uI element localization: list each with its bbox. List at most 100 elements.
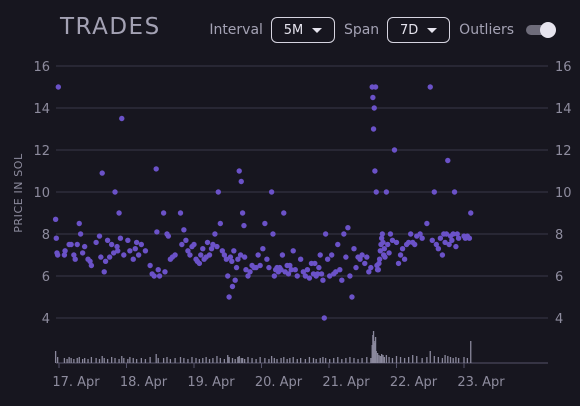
data-point bbox=[401, 256, 408, 262]
chart-title: TRADES bbox=[60, 14, 161, 40]
span-label: Span bbox=[343, 22, 380, 38]
data-point bbox=[339, 277, 345, 283]
data-point bbox=[153, 166, 159, 172]
data-point bbox=[387, 231, 394, 237]
data-point bbox=[383, 189, 390, 195]
data-point bbox=[62, 248, 68, 254]
data-point bbox=[114, 243, 120, 250]
data-point bbox=[210, 241, 216, 248]
data-point bbox=[453, 243, 459, 250]
data-point bbox=[181, 227, 187, 233]
data-point bbox=[260, 246, 266, 252]
data-point bbox=[71, 252, 77, 258]
y-tick-label-right: 6 bbox=[555, 270, 563, 285]
data-point bbox=[370, 94, 376, 101]
data-point bbox=[198, 252, 204, 258]
data-point bbox=[359, 252, 365, 258]
data-point bbox=[386, 250, 392, 256]
x-tick-label: 19. Apr bbox=[187, 375, 235, 390]
data-point bbox=[353, 264, 359, 271]
data-point bbox=[217, 220, 224, 227]
data-point bbox=[364, 254, 370, 260]
data-point bbox=[226, 294, 232, 300]
x-tick-label: 23. Apr bbox=[457, 375, 505, 390]
data-point bbox=[53, 235, 59, 241]
span-dropdown[interactable]: 7D bbox=[387, 17, 451, 43]
data-point bbox=[253, 264, 259, 271]
y-tick-label-left: 8 bbox=[42, 228, 50, 243]
data-point bbox=[147, 262, 153, 269]
interval-dropdown[interactable]: 5M bbox=[270, 17, 335, 43]
data-point bbox=[316, 264, 322, 271]
data-point bbox=[393, 239, 400, 246]
data-point bbox=[138, 241, 145, 248]
data-point bbox=[281, 210, 287, 216]
y-axis-label: PRICE IN SOL bbox=[12, 153, 25, 233]
data-point bbox=[468, 210, 474, 216]
data-point bbox=[165, 233, 172, 239]
data-point bbox=[302, 273, 309, 279]
data-point bbox=[337, 267, 343, 273]
interval-value: 5M bbox=[283, 22, 304, 38]
data-point bbox=[88, 262, 95, 269]
x-tick-label: 18. Apr bbox=[120, 375, 168, 390]
data-point bbox=[287, 262, 293, 269]
data-point bbox=[200, 246, 206, 252]
data-point bbox=[87, 258, 93, 264]
data-point bbox=[155, 267, 161, 273]
data-point bbox=[245, 273, 251, 279]
data-point bbox=[79, 250, 86, 256]
x-tick-label: 20. Apr bbox=[255, 375, 303, 390]
y-tick-label-right: 16 bbox=[555, 60, 572, 75]
data-point bbox=[343, 254, 349, 260]
chevron-down-icon bbox=[312, 27, 323, 33]
data-point bbox=[294, 273, 300, 279]
data-point bbox=[433, 241, 440, 248]
data-point bbox=[371, 105, 377, 111]
data-point bbox=[345, 225, 351, 231]
data-point bbox=[106, 254, 113, 260]
data-point bbox=[324, 256, 331, 262]
data-point bbox=[382, 254, 388, 260]
data-point bbox=[255, 252, 261, 258]
data-point bbox=[225, 273, 231, 279]
y-tick-label-left: 6 bbox=[42, 270, 50, 285]
data-point bbox=[142, 248, 149, 254]
data-point bbox=[104, 237, 111, 243]
data-point bbox=[191, 241, 197, 248]
data-point bbox=[262, 220, 268, 227]
data-point bbox=[135, 252, 142, 258]
data-point bbox=[285, 271, 292, 277]
data-point bbox=[110, 250, 117, 256]
chevron-down-icon bbox=[427, 27, 438, 33]
data-point bbox=[376, 260, 382, 267]
data-point bbox=[321, 315, 327, 321]
data-point bbox=[196, 260, 203, 267]
data-point bbox=[450, 231, 456, 237]
data-point bbox=[116, 210, 122, 216]
data-point bbox=[300, 269, 307, 275]
data-point bbox=[61, 252, 68, 258]
data-point bbox=[297, 256, 304, 262]
data-point bbox=[317, 252, 323, 258]
data-point bbox=[290, 248, 296, 254]
data-point bbox=[271, 273, 278, 279]
data-point bbox=[115, 248, 121, 254]
data-point bbox=[407, 231, 414, 237]
data-point bbox=[373, 189, 379, 195]
data-point bbox=[74, 241, 80, 248]
data-point bbox=[435, 246, 442, 252]
data-point bbox=[241, 254, 248, 260]
data-point bbox=[366, 269, 372, 275]
data-point bbox=[335, 241, 341, 248]
data-point bbox=[429, 237, 435, 243]
y-tick-label-right: 10 bbox=[555, 186, 572, 201]
data-point bbox=[351, 246, 357, 252]
outliers-toggle[interactable] bbox=[526, 22, 556, 38]
data-point bbox=[93, 239, 99, 246]
data-point bbox=[397, 252, 404, 258]
data-point bbox=[381, 246, 388, 252]
data-point bbox=[389, 237, 396, 243]
data-point bbox=[427, 84, 433, 90]
data-point bbox=[237, 252, 244, 258]
